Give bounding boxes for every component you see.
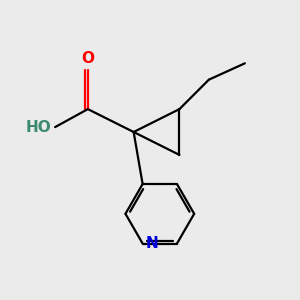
Text: O: O <box>81 51 94 66</box>
Text: HO: HO <box>26 120 51 135</box>
Text: N: N <box>145 236 158 251</box>
